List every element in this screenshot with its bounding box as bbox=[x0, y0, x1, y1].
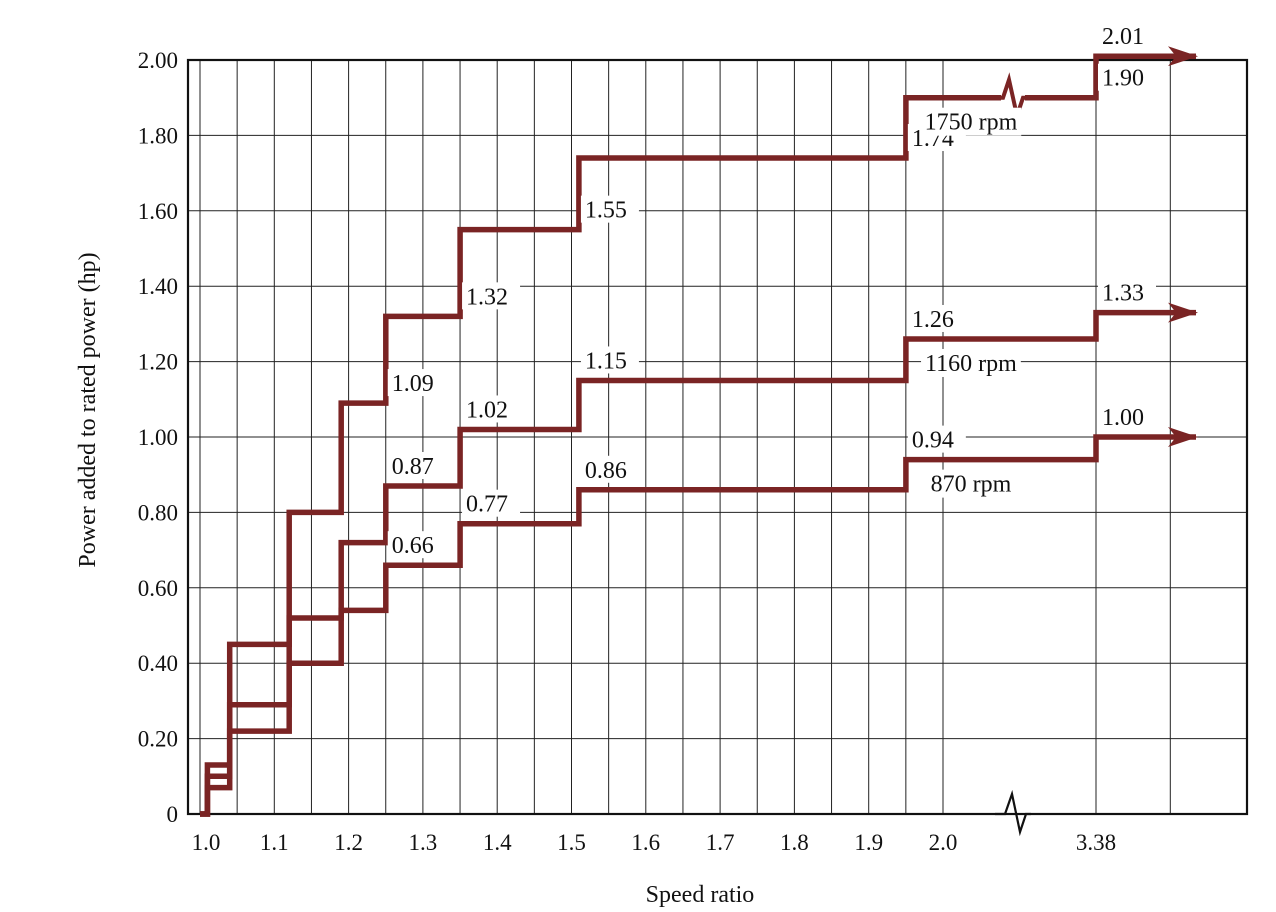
data-label-bg bbox=[907, 304, 966, 332]
data-label: 1.55 bbox=[585, 198, 627, 224]
x-axis-title: Speed ratio bbox=[646, 882, 755, 908]
series-group bbox=[200, 46, 1198, 817]
data-label-bg bbox=[462, 395, 521, 423]
series-break-zigzag bbox=[997, 72, 1029, 124]
series-name-bg bbox=[920, 107, 1022, 136]
data-label-bg bbox=[580, 195, 639, 223]
data-label-bg bbox=[462, 489, 521, 517]
data-label: 1.90 bbox=[1102, 66, 1144, 92]
series-name-bg bbox=[921, 348, 1021, 377]
x-tick-labels: 1.0 1.1 1.2 1.3 1.4 1.5 1.6 1.7 1.8 1.9 2.0 3.38 bbox=[192, 830, 1117, 855]
x-tick-label: 1.0 bbox=[192, 830, 221, 855]
series-name-bg bbox=[926, 469, 1016, 498]
data-label: 1.32 bbox=[466, 284, 508, 310]
data-label-bg bbox=[1098, 403, 1156, 430]
data-label-bg bbox=[1098, 278, 1156, 306]
x-tick-label: 1.3 bbox=[409, 830, 438, 855]
x-tick-label: 1.8 bbox=[780, 830, 809, 855]
series-name-label: 1160 rpm bbox=[925, 351, 1017, 377]
series-line-1750-rpm bbox=[200, 46, 1198, 817]
y-tick-label: 0.60 bbox=[138, 576, 178, 601]
data-label-bg bbox=[580, 346, 639, 374]
data-label: 1.00 bbox=[1102, 405, 1144, 431]
series-line-870-rpm bbox=[200, 427, 1198, 817]
y-tick-label: 0.40 bbox=[138, 651, 178, 676]
data-label: 1.09 bbox=[392, 371, 434, 397]
data-label-bg bbox=[462, 282, 521, 310]
y-tick-label: 1.80 bbox=[138, 123, 178, 148]
data-label: 0.94 bbox=[912, 428, 954, 454]
data-label: 1.02 bbox=[466, 397, 508, 423]
y-tick-label: 2.00 bbox=[138, 48, 178, 73]
data-label: 1.33 bbox=[1102, 281, 1144, 307]
y-tick-label: 0.80 bbox=[138, 500, 178, 525]
y-tick-label: 0.20 bbox=[138, 727, 178, 752]
data-label-bg bbox=[580, 455, 639, 483]
y-tick-label: 0 bbox=[167, 802, 179, 827]
data-label-bg bbox=[907, 425, 966, 453]
data-label: 0.86 bbox=[585, 458, 627, 484]
data-labels: 1.091.321.551.741.902.010.871.021.151.26… bbox=[387, 22, 1156, 559]
y-tick-label: 1.00 bbox=[138, 425, 178, 450]
y-tick-label: 1.20 bbox=[138, 350, 178, 375]
x-tick-label: 1.7 bbox=[706, 830, 735, 855]
data-label: 0.77 bbox=[466, 492, 508, 518]
y-axis-title: Power added to rated power (hp) bbox=[75, 252, 101, 567]
data-label: 1.15 bbox=[585, 348, 627, 374]
x-tick-label: 1.9 bbox=[854, 830, 883, 855]
x-tick-label: 2.0 bbox=[929, 830, 958, 855]
series-name-label: 1750 rpm bbox=[925, 110, 1018, 136]
plot-frame bbox=[186, 58, 1249, 816]
data-label: 0.87 bbox=[392, 454, 434, 480]
grid-lines bbox=[188, 59, 1247, 815]
x-tick-label: 1.4 bbox=[483, 830, 512, 855]
x-tick-label: 3.38 bbox=[1076, 830, 1116, 855]
data-label-bg bbox=[1098, 22, 1156, 50]
data-label: 1.26 bbox=[912, 307, 954, 333]
data-label: 0.66 bbox=[392, 533, 434, 559]
x-tick-label: 1.2 bbox=[334, 830, 363, 855]
x-tick-label: 1.1 bbox=[260, 830, 289, 855]
y-tick-label: 1.60 bbox=[138, 199, 178, 224]
data-label-bg bbox=[387, 531, 446, 559]
y-tick-labels: 0 0.20 0.40 0.60 0.80 1.00 1.20 1.40 1.60 1.80 2.0… bbox=[138, 48, 178, 827]
series-name-label: 870 rpm bbox=[931, 472, 1012, 498]
data-label: 2.01 bbox=[1102, 24, 1144, 50]
y-tick-label: 1.40 bbox=[138, 274, 178, 299]
data-label-bg bbox=[1098, 63, 1156, 91]
x-tick-label: 1.6 bbox=[631, 830, 660, 855]
data-label-bg bbox=[387, 452, 446, 480]
data-label-bg bbox=[387, 369, 446, 397]
x-tick-label: 1.5 bbox=[557, 830, 586, 855]
